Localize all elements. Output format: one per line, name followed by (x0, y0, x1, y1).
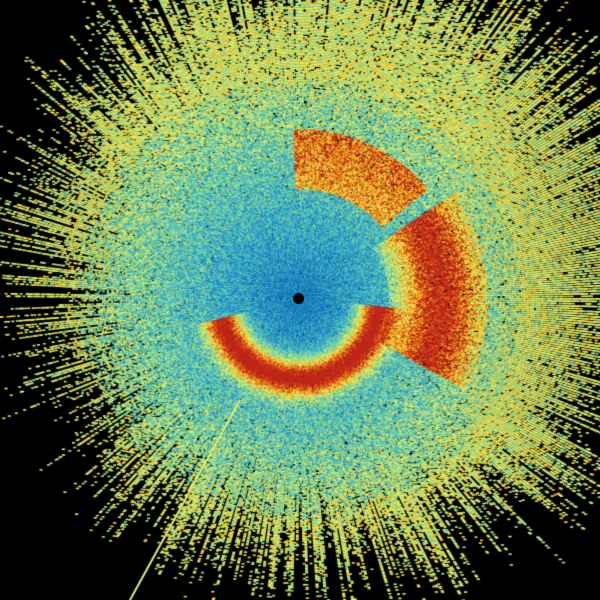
radar-site-marker (293, 293, 304, 304)
